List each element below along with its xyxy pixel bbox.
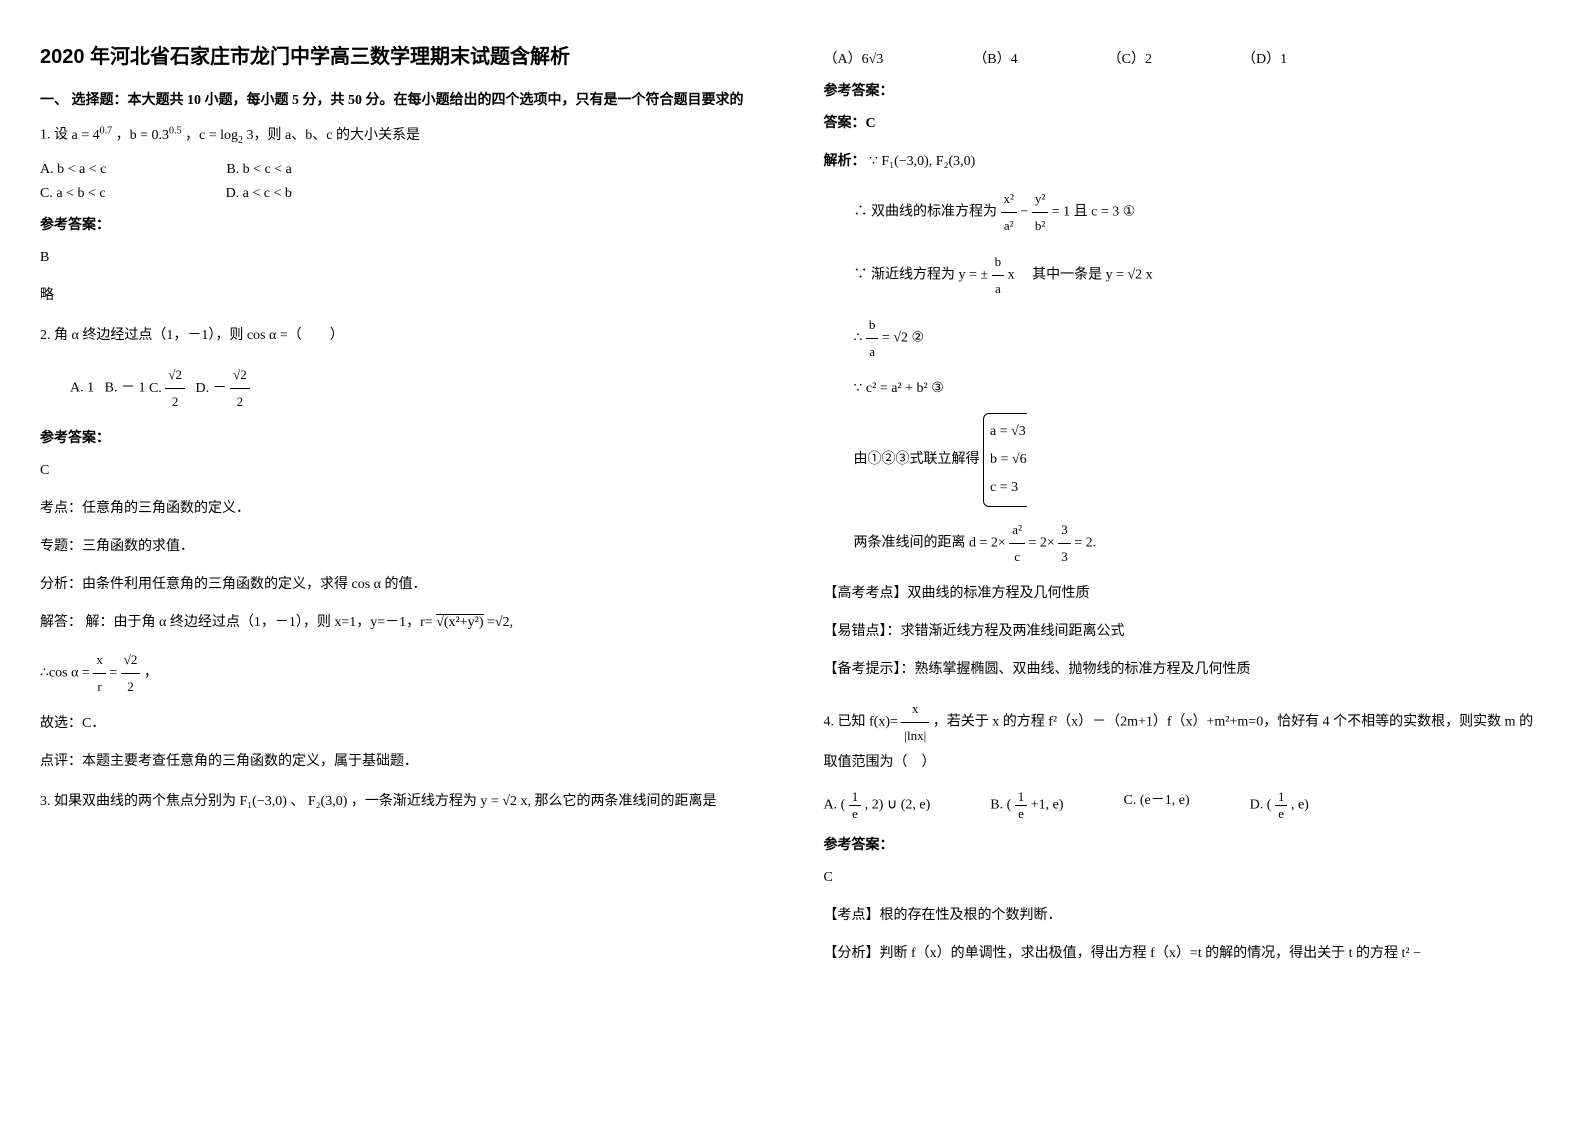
section-1-head: 一、 选择题：本大题共 10 小题，每小题 5 分，共 50 分。在每小题给出的… (40, 89, 764, 109)
q3-tip: 【备考提示】：熟练掌握椭圆、双曲线、抛物线的标准方程及几何性质 (824, 656, 1548, 684)
q2-optA: A. 1 (70, 381, 94, 396)
q3-optB: （B）4 (973, 48, 1017, 68)
q1-c: ，c = log2 3，则 a、b、c 的大小关系是 (185, 128, 420, 143)
q1-ans-label: 参考答案： (40, 214, 764, 234)
q1-opts-row1: A. b < a < c B. b < c < a (40, 162, 764, 178)
q3-stem: 3. 如果双曲线的两个焦点分别为 F₁(−3,0) 、 F₂(3,0) ，一条渐… (40, 788, 764, 816)
q3-l5: 由①②③式联立解得 a = √3 b = √6 c = 3 (854, 413, 1548, 507)
q3-sol-head: 解析： ∵ F₁(−3,0), F₂(3,0) (824, 148, 1548, 176)
q2-ans-label: 参考答案： (40, 427, 764, 447)
q1-a: a = 40.7 (72, 128, 113, 143)
q2-ans: C (40, 457, 764, 485)
q1-pre: 1. 设 (40, 128, 68, 143)
q3-optA: （A）6√3 (824, 48, 884, 68)
q1-optC: C. a < b < c (40, 186, 106, 202)
q3-l1: ∴ 双曲线的标准方程为 x²a² − y²b² = 1 且 c = 3 ① (854, 186, 1548, 239)
q1-b: ，b = 0.30.5 (116, 128, 182, 143)
q1-stem: 1. 设 a = 40.7 ，b = 0.30.5 ，c = log2 3，则 … (40, 121, 764, 150)
q2-optB: B. － 1 (105, 381, 146, 396)
q4-optB: B. ( 1e +1, e) (990, 789, 1063, 822)
page-title: 2020 年河北省石家庄市龙门中学高三数学理期末试题含解析 (40, 40, 764, 69)
q2-optD: D. － √22 (195, 381, 249, 396)
q1-optD: D. a < c < b (226, 186, 292, 202)
q4-ans: C (824, 864, 1548, 892)
q2-opts: A. 1 B. － 1 C. √22 D. － √22 (70, 362, 764, 415)
q3-l4: ∵ c² = a² + b² ③ (854, 375, 1548, 403)
q4-optD: D. ( 1e , e) (1250, 789, 1309, 822)
q2-optC: C. √22 (149, 381, 188, 396)
q2-p7: 点评：本题主要考查任意角的三角函数的定义，属于基础题． (40, 748, 764, 776)
q1-optB: B. b < c < a (226, 162, 292, 178)
q4-optC: C. (e－1, e) (1124, 789, 1190, 822)
q3-l6: 两条准线间的距离 d = 2× a²c = 2× 33 = 2. (854, 517, 1548, 570)
q2-p4: 解答： 解：由于角 α 终边经过点（1，－1），则 x=1，y=－1，r= √(… (40, 609, 764, 637)
brace-icon: a = √3 b = √6 c = 3 (983, 413, 1027, 507)
q3-kp: 【高考考点】双曲线的标准方程及几何性质 (824, 580, 1548, 608)
left-column: 2020 年河北省石家庄市龙门中学高三数学理期末试题含解析 一、 选择题：本大题… (40, 40, 764, 978)
q2-p3: 分析：由条件利用任意角的三角函数的定义，求得 cos α 的值． (40, 571, 764, 599)
q2-p5: ∴cos α = xr = √22 ， (40, 647, 764, 700)
q3-l3: ∴ ba = √2 ② (854, 312, 1548, 365)
q4-ans-label: 参考答案： (824, 834, 1548, 854)
q1-note: 略 (40, 282, 764, 310)
q3-optC: （C）2 (1108, 48, 1152, 68)
q1-opts-row2: C. a < b < c D. a < c < b (40, 186, 764, 202)
q3-ans-label: 参考答案： (824, 80, 1548, 100)
q4-analysis: 【分析】判断 f（x）的单调性，求出极值，得出方程 f（x）=t 的解的情况，得… (824, 940, 1548, 968)
right-column: （A）6√3 （B）4 （C）2 （D）1 参考答案： 答案：C 解析： ∵ F… (824, 40, 1548, 978)
q1-optA: A. b < a < c (40, 162, 106, 178)
q2-stem: 2. 角 α 终边经过点（1，－1），则 cos α =（ ） (40, 322, 764, 350)
q3-ans: 答案：C (824, 110, 1548, 138)
q4-kp: 【考点】根的存在性及根的个数判断． (824, 902, 1548, 930)
q2-p6: 故选：C． (40, 710, 764, 738)
q3-err: 【易错点】：求错渐近线方程及两准线间距离公式 (824, 618, 1548, 646)
q4-stem: 4. 已知 f(x)= x|lnx| ，若关于 x 的方程 f²（x）－（2m+… (824, 696, 1548, 777)
q3-opts: （A）6√3 （B）4 （C）2 （D）1 (824, 48, 1548, 68)
q3-l2: ∵ 渐近线方程为 y = ± ba x 其中一条是 y = √2 x (854, 249, 1548, 302)
q1-ans: B (40, 244, 764, 272)
q4-opts: A. ( 1e , 2) ∪ (2, e) B. ( 1e +1, e) C. … (824, 789, 1548, 822)
q4-optA: A. ( 1e , 2) ∪ (2, e) (824, 789, 931, 822)
q2-p2: 专题：三角函数的求值． (40, 533, 764, 561)
q3-optD: （D）1 (1242, 48, 1287, 68)
q2-p1: 考点：任意角的三角函数的定义． (40, 495, 764, 523)
